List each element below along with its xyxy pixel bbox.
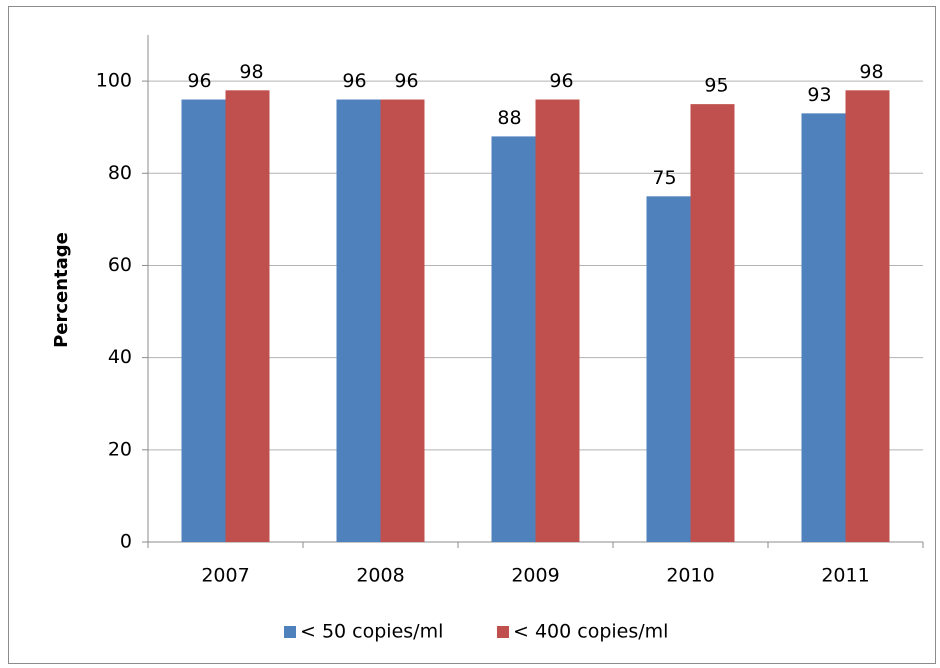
- data-label: 95: [704, 75, 728, 97]
- data-label: 96: [187, 70, 211, 92]
- data-label: 93: [807, 84, 831, 106]
- bar: [491, 136, 536, 542]
- bar: [380, 99, 425, 542]
- bar: [225, 90, 270, 543]
- y-tick-label: 80: [108, 162, 132, 184]
- chart-border: [8, 6, 936, 664]
- data-label: 98: [859, 61, 883, 83]
- data-label: 96: [394, 70, 418, 92]
- y-tick-label: 20: [108, 438, 132, 460]
- y-axis-title: Percentage: [51, 232, 72, 348]
- data-label: 98: [239, 61, 263, 83]
- data-label: 96: [342, 70, 366, 92]
- x-tick-label: 2008: [356, 565, 404, 587]
- y-tick-label: 100: [96, 70, 132, 92]
- bar: [690, 104, 735, 543]
- x-tick-label: 2007: [201, 565, 249, 587]
- x-tick-label: 2010: [666, 565, 714, 587]
- legend-label: < 400 copies/ml: [513, 621, 668, 643]
- data-label: 88: [497, 107, 521, 129]
- legend-swatch: [284, 626, 296, 638]
- x-tick-label: 2011: [821, 565, 869, 587]
- legend-swatch: [497, 626, 509, 638]
- bar: [535, 99, 580, 542]
- bar: [181, 99, 226, 542]
- bar: [801, 113, 846, 542]
- data-label: 75: [652, 167, 676, 189]
- y-tick-label: 40: [108, 346, 132, 368]
- bar: [336, 99, 381, 542]
- bar: [646, 196, 691, 542]
- y-tick-label: 60: [108, 254, 132, 276]
- x-tick-label: 2009: [511, 565, 559, 587]
- legend-label: < 50 copies/ml: [300, 621, 443, 643]
- data-label: 96: [549, 70, 573, 92]
- bar: [845, 90, 890, 543]
- y-tick-label: 0: [120, 531, 132, 553]
